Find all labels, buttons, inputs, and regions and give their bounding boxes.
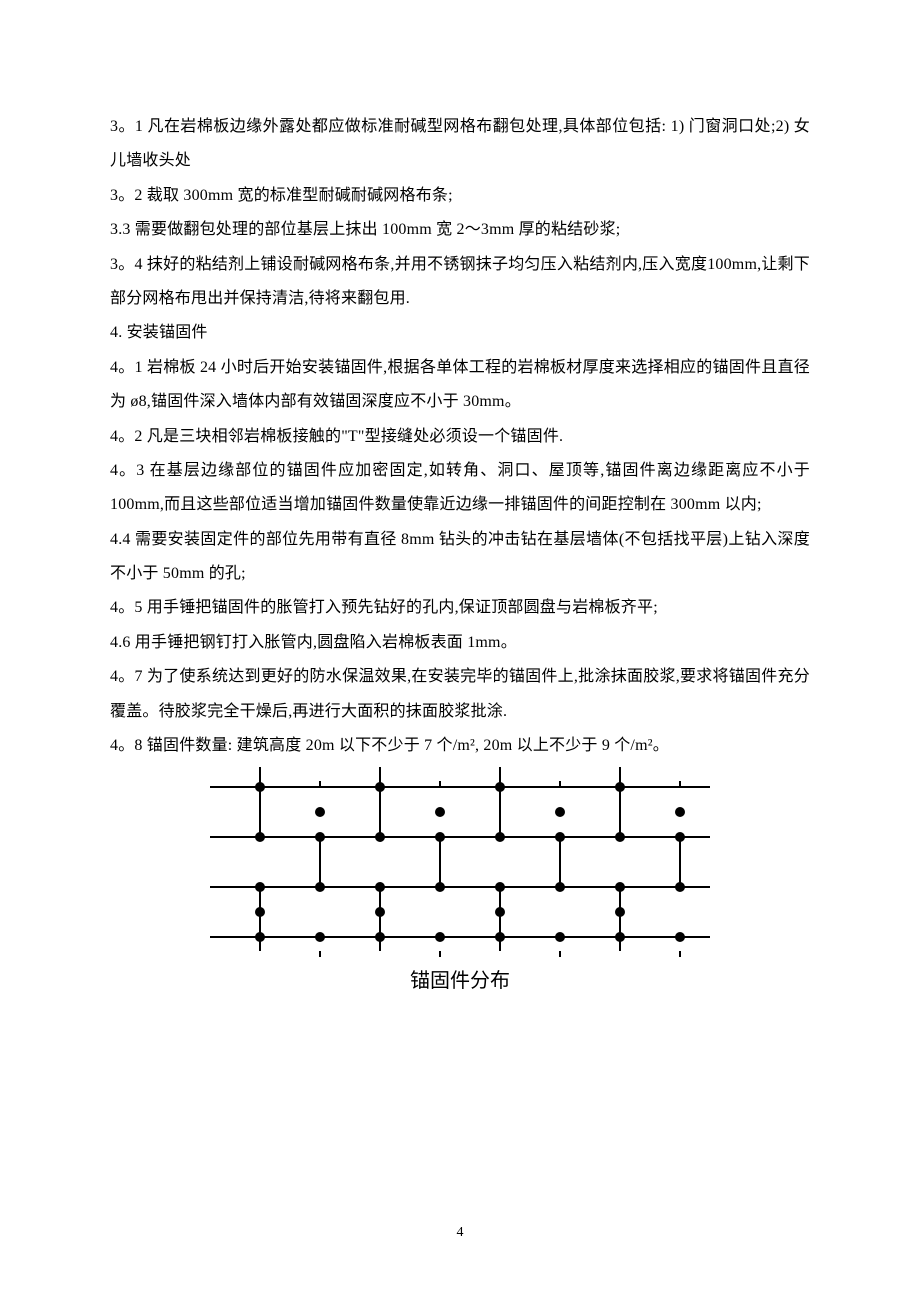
paragraph: 4。8 锚固件数量: 建筑高度 20m 以下不少于 7 个/m², 20m 以上… xyxy=(110,729,810,763)
paragraph: 4。3 在基层边缘部位的锚固件应加密固定,如转角、洞口、屋顶等,锚固件离边缘距离… xyxy=(110,454,810,523)
paragraph: 3。1 凡在岩棉板边缘外露处都应做标准耐碱型网格布翻包处理,具体部位包括: 1)… xyxy=(110,110,810,179)
paragraph: 4。5 用手锤把锚固件的胀管打入预先钻好的孔内,保证顶部圆盘与岩棉板齐平; xyxy=(110,591,810,625)
paragraph: 4。1 岩棉板 24 小时后开始安装锚固件,根据各单体工程的岩棉板材厚度来选择相… xyxy=(110,351,810,420)
anchor-distribution-diagram: 锚固件分布 xyxy=(110,767,810,1007)
paragraph: 3。2 裁取 300mm 宽的标准型耐碱耐碱网格布条; xyxy=(110,179,810,213)
paragraph: 3。4 抹好的粘结剂上铺设耐碱网格布条,并用不锈钢抹子均匀压入粘结剂内,压入宽度… xyxy=(110,248,810,317)
paragraph: 4。2 凡是三块相邻岩棉板接触的"T"型接缝处必须设一个锚固件. xyxy=(110,420,810,454)
paragraph: 4.6 用手锤把钢钉打入胀管内,圆盘陷入岩棉板表面 1mm。 xyxy=(110,626,810,660)
anchor-distribution-svg: 锚固件分布 xyxy=(200,767,720,1007)
page-number: 4 xyxy=(0,1218,920,1248)
paragraph: 4.4 需要安装固定件的部位先用带有直径 8mm 钻头的冲击钻在基层墙体(不包括… xyxy=(110,523,810,592)
paragraph: 4. 安装锚固件 xyxy=(110,316,810,350)
document-page: 3。1 凡在岩棉板边缘外露处都应做标准耐碱型网格布翻包处理,具体部位包括: 1)… xyxy=(0,0,920,1302)
paragraph: 3.3 需要做翻包处理的部位基层上抹出 100mm 宽 2～3mm 厚的粘结砂浆… xyxy=(110,213,810,247)
svg-text:锚固件分布: 锚固件分布 xyxy=(410,969,510,992)
paragraph: 4。7 为了使系统达到更好的防水保温效果,在安装完毕的锚固件上,批涂抹面胶浆,要… xyxy=(110,660,810,729)
